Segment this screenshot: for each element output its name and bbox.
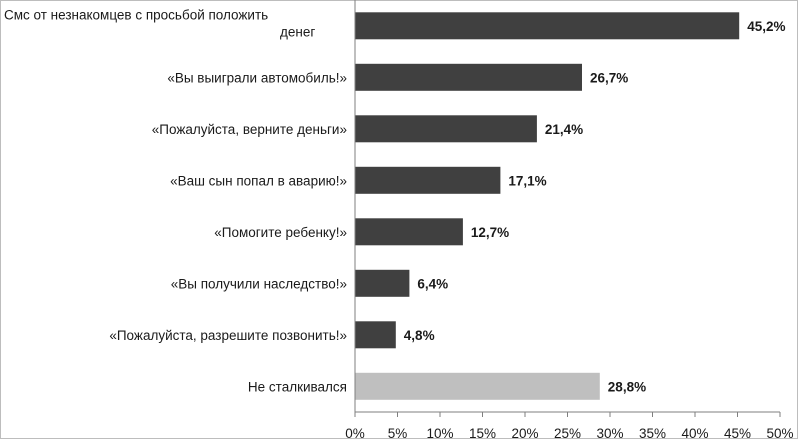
x-tick-label-10: 10% bbox=[426, 426, 453, 439]
category-label-3: «Пожалуйста, верните деньги» bbox=[152, 122, 347, 137]
x-tick-label-5: 5% bbox=[388, 426, 408, 439]
value-label-7: 4,8% bbox=[404, 328, 435, 343]
x-tick-label-45: 45% bbox=[724, 426, 751, 439]
bar-3 bbox=[355, 115, 537, 143]
bar-2 bbox=[355, 63, 582, 91]
value-label-6: 6,4% bbox=[417, 276, 448, 291]
x-tick-label-30: 30% bbox=[596, 426, 623, 439]
bar-1 bbox=[355, 12, 740, 40]
x-tick-label-35: 35% bbox=[639, 426, 666, 439]
category-label-7: «Пожалуйста, разрешите позвонить!» bbox=[109, 328, 347, 343]
value-label-8: 28,8% bbox=[608, 379, 646, 394]
category-label-2: «Вы выиграли автомобиль!» bbox=[167, 70, 347, 85]
value-label-3: 21,4% bbox=[545, 122, 583, 137]
category-labels-group: Смс от незнакомцев с просьбой положитьде… bbox=[4, 7, 347, 394]
bar-6 bbox=[355, 269, 410, 297]
bars-group bbox=[355, 12, 740, 400]
category-label-4: «Ваш сын попал в аварию!» bbox=[170, 173, 347, 188]
x-axis: 0% 5% 10% 15% 20% 25% 30% 35% 40% 45% 50% bbox=[345, 411, 794, 439]
x-tick-label-15: 15% bbox=[469, 426, 496, 439]
value-label-5: 12,7% bbox=[471, 225, 509, 240]
bar-7 bbox=[355, 321, 396, 349]
value-label-2: 26,7% bbox=[590, 70, 628, 85]
category-label-1: Смс от незнакомцев с просьбой положитьде… bbox=[4, 7, 315, 39]
x-tick-label-0: 0% bbox=[345, 426, 365, 439]
bar-5 bbox=[355, 218, 463, 246]
bar-4 bbox=[355, 166, 501, 194]
x-tick-label-40: 40% bbox=[681, 426, 708, 439]
x-tick-label-50: 50% bbox=[766, 426, 793, 439]
bar-8 bbox=[355, 372, 600, 400]
category-label-5: «Помогите ребенку!» bbox=[214, 225, 347, 240]
x-tick-label-20: 20% bbox=[511, 426, 538, 439]
value-label-4: 17,1% bbox=[508, 173, 546, 188]
category-label-8: Не сталкивался bbox=[248, 379, 347, 394]
category-label-6: «Вы получили наследство!» bbox=[171, 276, 347, 291]
x-tick-label-25: 25% bbox=[554, 426, 581, 439]
value-label-1: 45,2% bbox=[747, 19, 785, 34]
value-labels-group: 45,2% 26,7% 21,4% 17,1% 12,7% 6,4% 4,8% 28,8% bbox=[404, 19, 786, 394]
